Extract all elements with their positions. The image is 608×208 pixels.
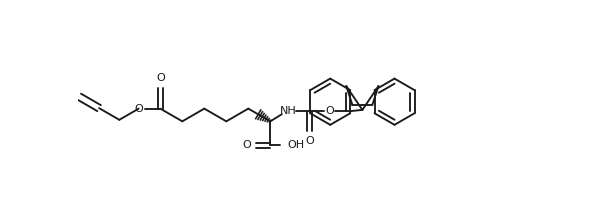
Text: O: O xyxy=(325,106,334,116)
Text: O: O xyxy=(305,136,314,146)
Text: OH: OH xyxy=(288,140,305,150)
Text: O: O xyxy=(134,104,143,114)
Text: O: O xyxy=(156,73,165,83)
Text: O: O xyxy=(242,140,251,150)
Text: NH: NH xyxy=(280,106,296,116)
